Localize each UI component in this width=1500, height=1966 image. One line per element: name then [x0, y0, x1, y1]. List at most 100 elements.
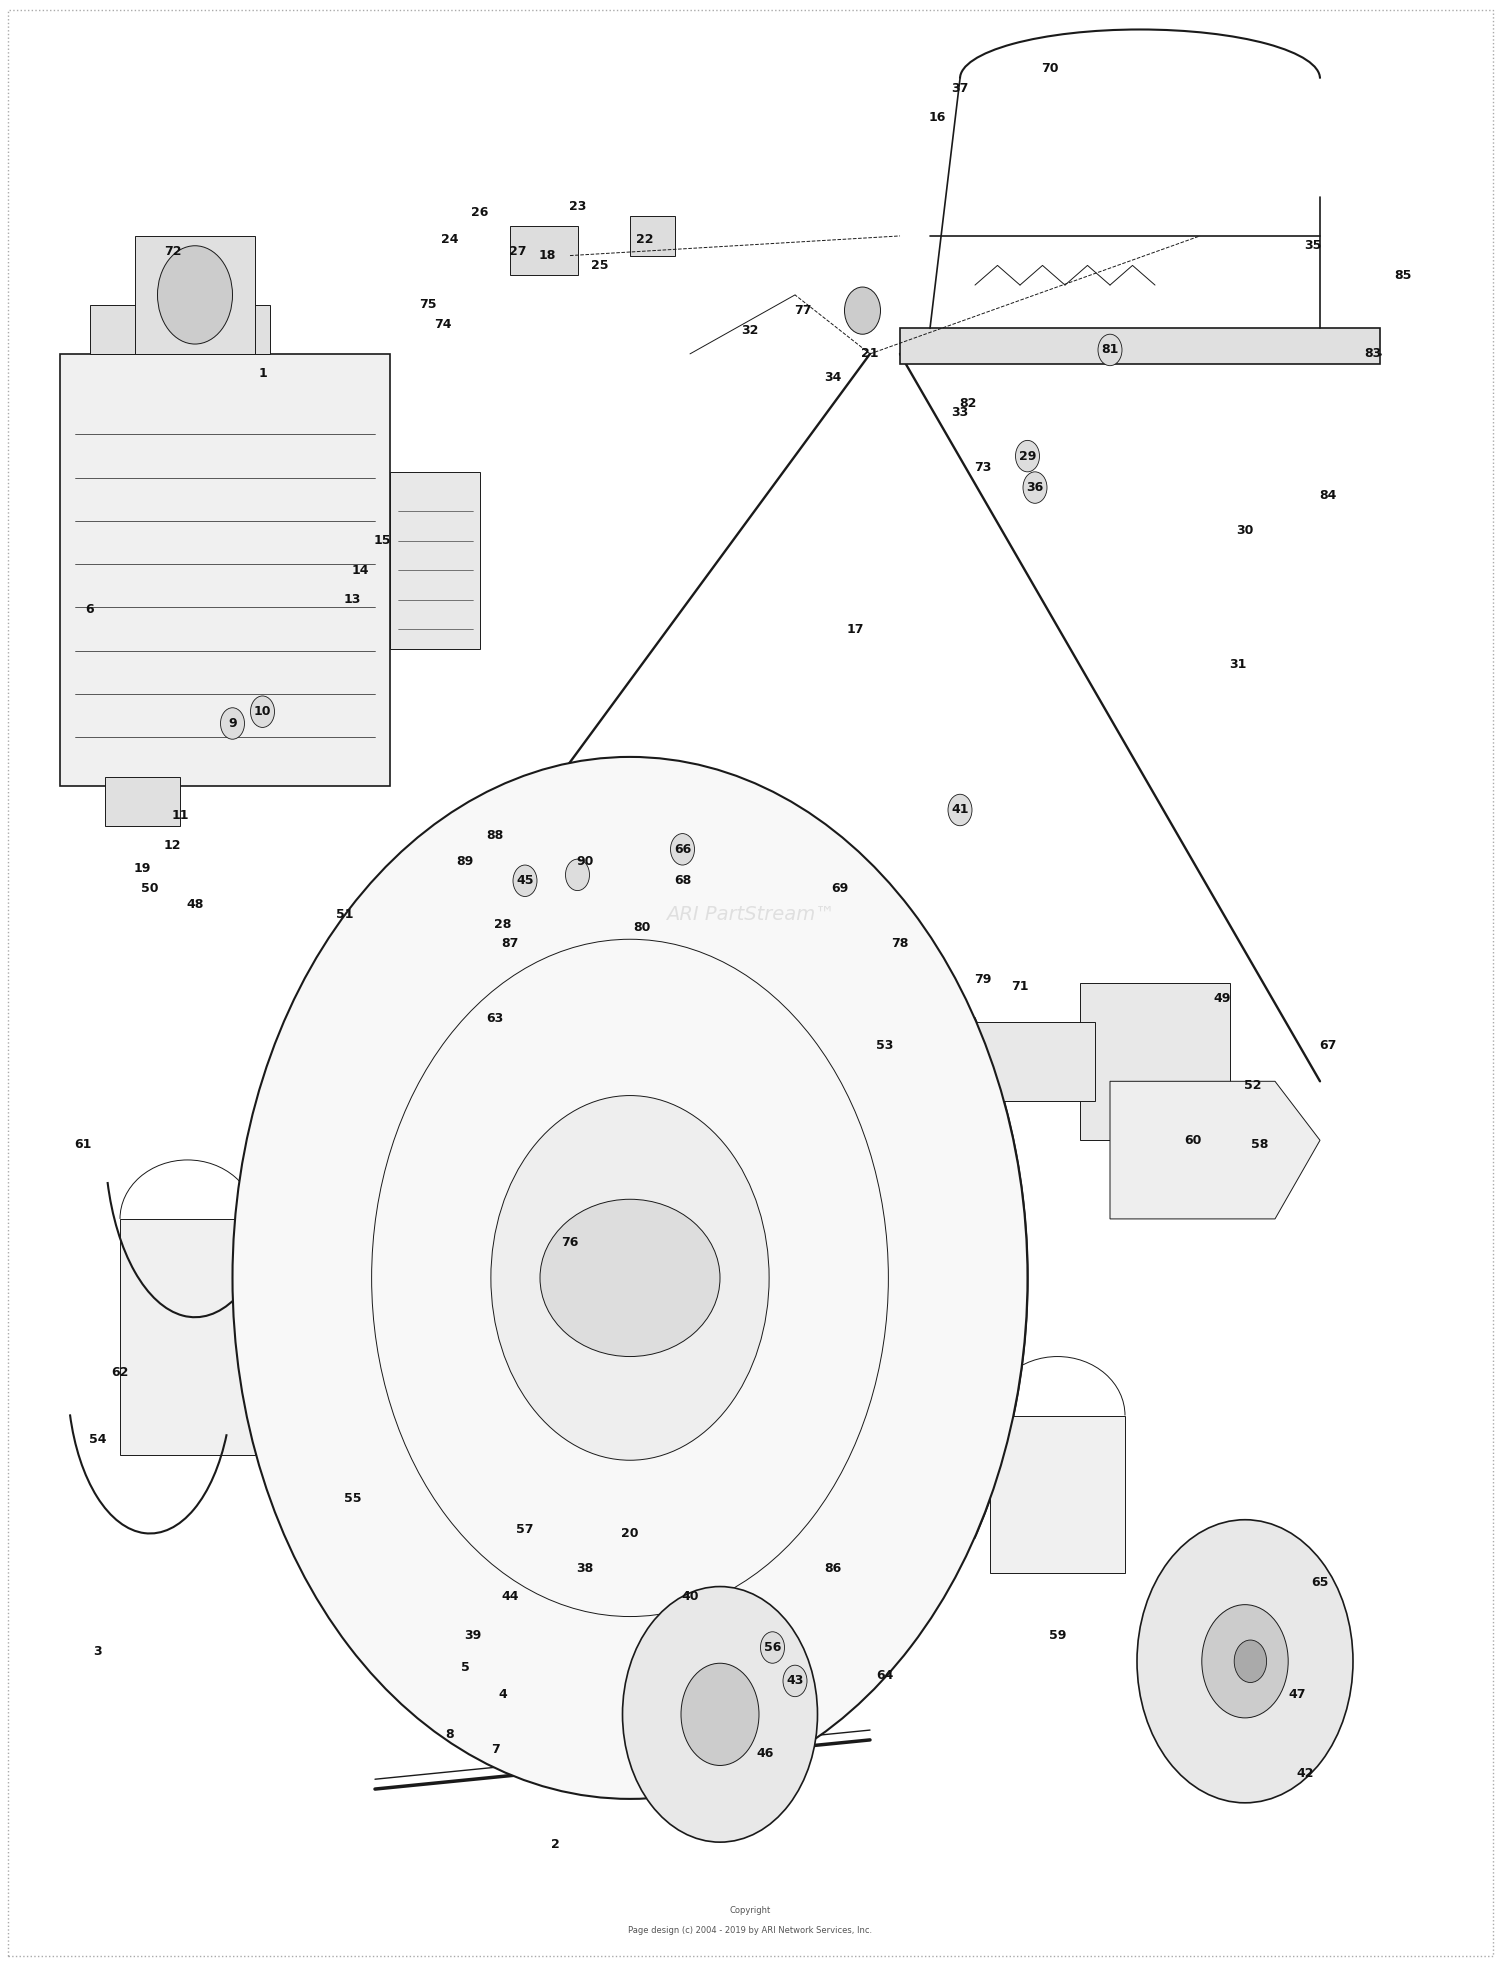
Bar: [900, 328, 1380, 364]
Circle shape: [598, 1237, 662, 1319]
Circle shape: [251, 696, 274, 727]
Text: 14: 14: [351, 564, 369, 576]
Text: 9: 9: [228, 718, 237, 729]
Circle shape: [1234, 1640, 1266, 1683]
Text: 90: 90: [576, 855, 594, 867]
Text: 36: 36: [1026, 482, 1044, 493]
Text: 8: 8: [446, 1728, 454, 1740]
Text: 74: 74: [433, 318, 451, 330]
Text: 87: 87: [501, 938, 519, 950]
Bar: [630, 216, 675, 256]
Polygon shape: [120, 1219, 255, 1455]
Circle shape: [1098, 334, 1122, 366]
Text: 10: 10: [254, 706, 272, 718]
Text: 85: 85: [1394, 269, 1411, 281]
Text: 21: 21: [861, 348, 879, 360]
Text: 73: 73: [974, 462, 992, 474]
Bar: [150, 275, 240, 305]
Text: 44: 44: [501, 1590, 519, 1602]
Text: 13: 13: [344, 594, 362, 606]
Text: 24: 24: [441, 234, 459, 246]
Text: 11: 11: [171, 810, 189, 822]
Ellipse shape: [158, 246, 232, 344]
Text: 37: 37: [951, 83, 969, 94]
Text: 31: 31: [1228, 659, 1246, 670]
Text: 83: 83: [1364, 348, 1382, 360]
Text: 16: 16: [928, 112, 946, 124]
Text: 75: 75: [419, 299, 436, 311]
Bar: [435, 1632, 472, 1710]
Text: 2: 2: [550, 1838, 560, 1850]
Text: 61: 61: [74, 1138, 92, 1150]
Text: 43: 43: [786, 1675, 804, 1687]
Text: 82: 82: [958, 397, 976, 409]
Circle shape: [566, 859, 590, 891]
Text: 19: 19: [134, 863, 152, 875]
Text: 27: 27: [509, 246, 526, 258]
Text: 40: 40: [681, 1590, 699, 1602]
Text: 46: 46: [756, 1748, 774, 1760]
Circle shape: [490, 1095, 770, 1461]
Text: 58: 58: [1251, 1138, 1269, 1150]
Text: 52: 52: [1244, 1079, 1262, 1091]
Text: 67: 67: [1318, 1040, 1336, 1052]
Bar: [60, 354, 390, 786]
Text: 28: 28: [494, 918, 512, 930]
Text: 34: 34: [824, 372, 842, 383]
Text: 79: 79: [974, 973, 992, 985]
Text: 49: 49: [1214, 993, 1231, 1005]
Text: 1: 1: [258, 368, 267, 379]
Text: 4: 4: [498, 1689, 507, 1701]
Circle shape: [622, 1587, 818, 1842]
Text: 47: 47: [1288, 1689, 1306, 1701]
Polygon shape: [990, 1416, 1125, 1573]
Circle shape: [232, 757, 1028, 1799]
Text: 78: 78: [891, 938, 909, 950]
Text: 3: 3: [93, 1646, 102, 1657]
Text: 30: 30: [1236, 525, 1254, 537]
Bar: [105, 777, 180, 826]
Text: 88: 88: [486, 830, 504, 841]
Polygon shape: [1110, 1081, 1320, 1219]
Text: Page design (c) 2004 - 2019 by ARI Network Services, Inc.: Page design (c) 2004 - 2019 by ARI Netwo…: [628, 1927, 872, 1935]
Circle shape: [783, 1665, 807, 1697]
Text: 12: 12: [164, 839, 182, 851]
Text: 70: 70: [1041, 63, 1059, 75]
Circle shape: [513, 865, 537, 896]
Text: 57: 57: [516, 1524, 534, 1535]
Polygon shape: [1080, 983, 1230, 1140]
Text: 15: 15: [374, 535, 392, 547]
Text: 38: 38: [576, 1563, 594, 1575]
Text: 60: 60: [1184, 1134, 1202, 1146]
Text: Copyright: Copyright: [729, 1907, 771, 1915]
Circle shape: [1023, 472, 1047, 503]
Text: 53: 53: [876, 1040, 894, 1052]
Text: 77: 77: [794, 305, 812, 317]
Text: 51: 51: [336, 908, 354, 920]
Text: 17: 17: [846, 623, 864, 635]
Text: 64: 64: [876, 1669, 894, 1681]
Text: 54: 54: [88, 1433, 106, 1445]
Text: 86: 86: [824, 1563, 842, 1575]
Circle shape: [220, 708, 245, 739]
Text: 80: 80: [633, 922, 651, 934]
Bar: [135, 236, 255, 354]
Circle shape: [948, 794, 972, 826]
Text: 26: 26: [471, 206, 489, 218]
Text: 29: 29: [1019, 450, 1036, 462]
Text: 56: 56: [764, 1642, 782, 1653]
Text: 84: 84: [1318, 490, 1336, 501]
Circle shape: [670, 834, 694, 865]
Text: 69: 69: [831, 883, 849, 895]
Text: 62: 62: [111, 1366, 129, 1378]
Text: 66: 66: [674, 843, 692, 855]
Text: 32: 32: [741, 324, 759, 336]
Text: 41: 41: [951, 804, 969, 816]
Bar: [390, 472, 480, 649]
Circle shape: [760, 1632, 784, 1663]
Text: 39: 39: [464, 1630, 482, 1642]
Circle shape: [1137, 1520, 1353, 1803]
Text: 76: 76: [561, 1237, 579, 1248]
Text: 7: 7: [490, 1744, 500, 1756]
Text: 20: 20: [621, 1528, 639, 1539]
